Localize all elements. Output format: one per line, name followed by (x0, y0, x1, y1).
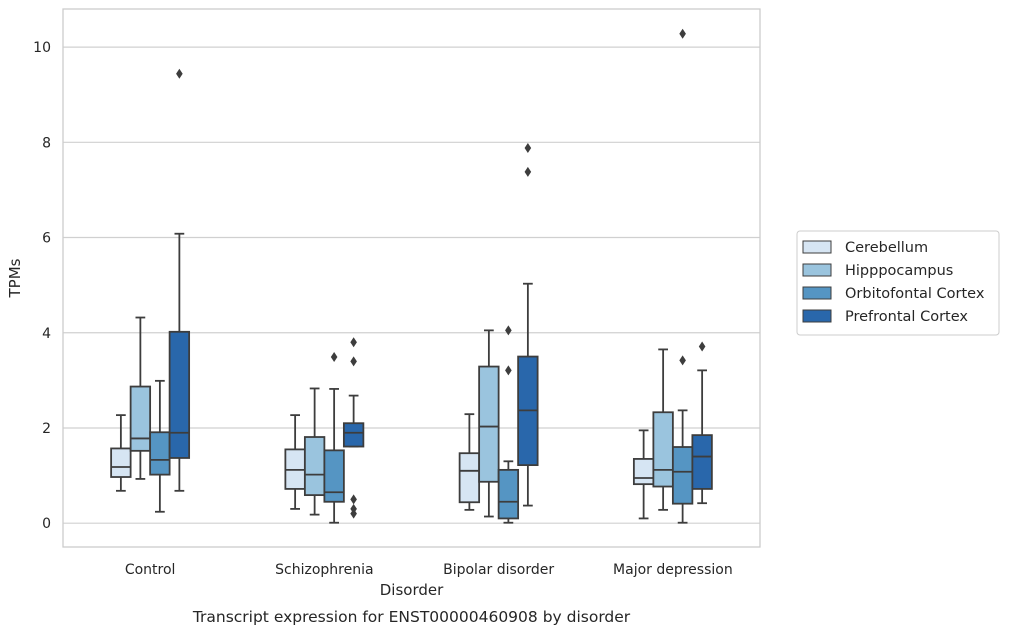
legend-swatch (802, 309, 832, 323)
y-tick-label: 4 (42, 326, 51, 342)
legend-label: Prefrontal Cortex (845, 309, 968, 325)
box-orbitofontal-cortex-control (149, 379, 171, 513)
box-layer (110, 28, 713, 524)
outlier-point (524, 143, 532, 154)
y-tick-label: 6 (42, 231, 51, 247)
outlier-point (350, 494, 357, 505)
legend: Cerebellum Hipppocampus Orbitofontal Corte… (796, 230, 1000, 336)
y-tick-label: 8 (42, 135, 51, 151)
box-hipppocampus-major-depression (652, 348, 674, 511)
box-hipppocampus-control (129, 316, 152, 480)
legend-frame (796, 230, 1000, 336)
box-iqr (323, 449, 345, 503)
box-cerebellum-control (110, 414, 132, 492)
box-iqr (652, 411, 674, 488)
outlier-point (698, 341, 706, 352)
box-prefrontal-cortex-bipolar-disorder (517, 143, 539, 507)
box-iqr (632, 458, 655, 486)
box-iqr (129, 385, 152, 452)
legend-label: Orbitofontal Cortex (845, 286, 985, 302)
y-tick-label: 0 (42, 516, 51, 532)
box-iqr (497, 468, 520, 520)
plot-frame (62, 8, 761, 548)
legend-item: Hipppocampus (802, 263, 953, 279)
box-hipppocampus-bipolar-disorder (478, 329, 500, 518)
outlier-point (330, 352, 338, 363)
x-axis-ticks: Control Schizophrenia Bipolar disorder Majo… (125, 562, 733, 578)
box-iqr (478, 365, 500, 483)
box-orbitofontal-cortex-major-depression (671, 28, 694, 524)
box-orbitofontal-cortex-schizophrenia (323, 352, 345, 524)
outlier-point (176, 68, 183, 79)
legend-item: Cerebellum (802, 240, 928, 256)
outlier-point (524, 166, 532, 177)
outlier-point (679, 355, 686, 366)
legend-item: Orbitofontal Cortex (802, 286, 985, 302)
y-axis-ticks: 0 2 4 6 8 10 (33, 40, 51, 532)
y-tick-label: 10 (33, 40, 51, 56)
chart-caption: Transcript expression for ENST0000046090… (192, 608, 631, 626)
legend-swatch (802, 240, 832, 254)
x-tick-label: Major depression (613, 562, 733, 578)
legend-swatch (802, 286, 832, 300)
box-iqr (691, 434, 713, 490)
legend-label: Hipppocampus (845, 263, 953, 279)
outlier-point (350, 508, 357, 519)
box-iqr (168, 330, 191, 459)
box-iqr (110, 447, 132, 478)
x-tick-label: Bipolar disorder (443, 562, 554, 578)
legend-item: Prefrontal Cortex (802, 309, 968, 325)
outlier-point (350, 337, 357, 348)
box-prefrontal-cortex-schizophrenia (342, 337, 365, 519)
box-iqr (149, 431, 171, 476)
legend-swatch (802, 263, 832, 277)
box-cerebellum-schizophrenia (284, 414, 306, 510)
legend-label: Cerebellum (845, 240, 928, 256)
box-iqr (303, 436, 326, 497)
outlier-point (679, 28, 686, 39)
box-iqr (342, 422, 365, 448)
y-axis-label: TPMs (6, 258, 24, 298)
outlier-point (350, 356, 357, 367)
box-iqr (458, 452, 481, 504)
x-axis-label: Disorder (380, 581, 444, 599)
x-tick-label: Control (125, 562, 176, 578)
outlier-point (505, 325, 512, 336)
box-prefrontal-cortex-major-depression (691, 341, 713, 505)
box-orbitofontal-cortex-bipolar-disorder (497, 325, 520, 524)
y-tick-label: 2 (42, 421, 51, 437)
box-prefrontal-cortex-control (168, 68, 191, 492)
x-tick-label: Schizophrenia (275, 562, 373, 578)
box-iqr (671, 446, 694, 505)
box-cerebellum-major-depression (632, 429, 655, 520)
outlier-point (505, 365, 512, 376)
box-hipppocampus-schizophrenia (303, 387, 326, 516)
